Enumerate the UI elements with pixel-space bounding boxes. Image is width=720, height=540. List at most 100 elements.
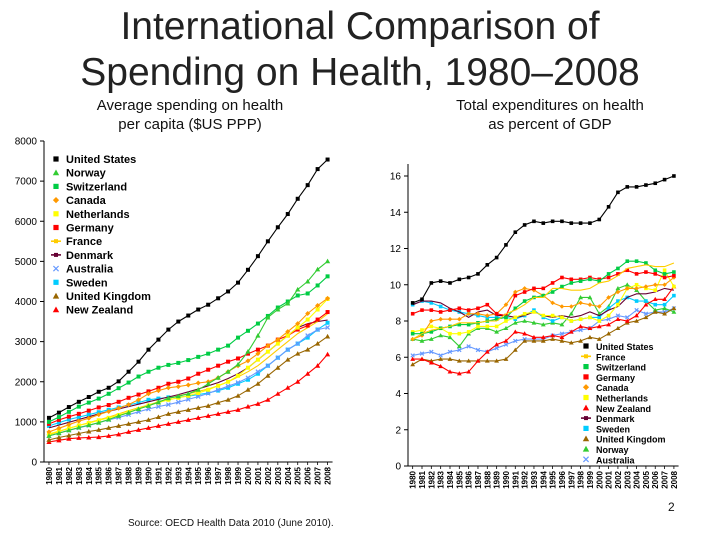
right-chart-data-point: [429, 301, 434, 305]
left-chart-data-point: [136, 397, 142, 403]
right-chart-data-point: [625, 185, 630, 189]
left-chart-x-tick-label: 1982: [65, 466, 74, 484]
right-chart-x-tick-label: 2006: [651, 470, 660, 488]
right-chart-data-point: [503, 338, 509, 343]
left-chart-data-point: [206, 367, 211, 372]
left-chart-data-point: [125, 429, 132, 434]
right-chart-data-point: [540, 322, 546, 327]
right-chart-data-point: [652, 296, 658, 302]
right-chart-data-point: [419, 356, 425, 361]
left-chart-data-point: [155, 414, 162, 420]
left-chart-legend-label: United Kingdom: [66, 291, 151, 303]
right-chart-data-point: [615, 325, 621, 331]
left-chart-data-point: [245, 404, 251, 409]
right-chart-data-point: [466, 275, 471, 280]
right-chart-data-point: [457, 306, 462, 311]
left-chart-data-point: [255, 357, 260, 362]
right-chart-data-point: [504, 313, 508, 318]
left-chart-data-point: [245, 349, 251, 354]
left-chart-data-point: [106, 385, 111, 390]
left-chart-data-point: [66, 432, 72, 438]
left-chart-data-point: [86, 412, 91, 417]
right-chart-data-point: [513, 317, 518, 321]
left-chart-data-point: [76, 424, 82, 430]
right-chart-data-point: [466, 311, 471, 317]
left-chart-y-tick-label: 3000: [15, 337, 38, 348]
right-chart-x-tick-label: 1989: [493, 470, 502, 488]
right-chart-data-point: [559, 322, 565, 327]
right-chart-data-point: [494, 311, 499, 316]
right-chart-data-point: [560, 315, 564, 320]
left-chart-data-point: [96, 427, 102, 432]
right-chart-x-tick-label: 1994: [539, 470, 548, 488]
right-chart-x-tick-label: 2001: [605, 470, 614, 488]
left-chart-data-point: [205, 390, 211, 396]
right-chart-data-point: [569, 277, 574, 282]
left-chart-legend-item-united-kingdom: United Kingdom: [52, 291, 151, 303]
left-chart-data-point: [56, 415, 61, 420]
left-chart-x-tick-label: 2005: [294, 466, 303, 484]
right-chart-data-point: [550, 336, 556, 341]
right-chart-data-point: [419, 338, 425, 343]
right-chart-data-point: [410, 302, 415, 307]
left-chart-data-point: [46, 421, 51, 426]
right-chart-data-point: [587, 325, 593, 331]
left-chart-data-point: [186, 313, 191, 318]
title-line-1: International Comparison of: [120, 5, 600, 48]
left-chart-data-point: [295, 341, 301, 347]
right-chart-data-point: [652, 282, 658, 288]
title-line-2: Spending on Health, 1980–2008: [80, 51, 640, 94]
left-chart-data-point: [66, 405, 71, 410]
right-chart-data-point: [429, 318, 434, 324]
right-chart-legend-label: Netherlands: [596, 394, 648, 404]
left-chart-data-point: [195, 380, 201, 386]
right-chart-data-point: [550, 333, 556, 338]
right-chart-data-point: [504, 243, 508, 247]
left-chart-legend-item-united-states: United States: [53, 154, 136, 166]
left-chart-data-point: [265, 349, 270, 354]
left-chart-data-point: [116, 399, 121, 404]
right-chart-data-point: [624, 286, 630, 291]
right-chart-data-point: [428, 360, 434, 365]
left-chart-data-point: [46, 437, 52, 442]
right-chart-x-tick-label: 1992: [521, 470, 530, 488]
right-chart-data-point: [597, 277, 602, 282]
left-chart-legend-label: United States: [66, 154, 136, 166]
left-chart-data-point: [165, 395, 171, 401]
left-chart-legend-item-denmark: Denmark: [51, 250, 114, 262]
right-chart-x-tick-label: 2004: [633, 470, 642, 488]
right-chart-legend-swatch: [583, 394, 589, 401]
right-chart-series-group: [410, 174, 677, 376]
left-chart-data-point: [66, 436, 72, 441]
right-chart-data-point: [596, 324, 602, 329]
left-chart-x-tick-label: 2003: [274, 466, 283, 484]
right-chart-y-tick-label: 12: [390, 244, 402, 255]
right-chart-data-point: [606, 322, 611, 327]
left-chart-data-point: [265, 373, 271, 378]
right-chart-data-point: [447, 334, 453, 340]
left-chart-data-point: [245, 375, 251, 381]
left-chart-y-tick-label: 0: [31, 458, 37, 469]
left-chart-legend-label: Netherlands: [66, 209, 130, 221]
right-chart-data-point: [494, 342, 500, 347]
left-chart-data-point: [96, 405, 101, 410]
left-chart-data-point: [275, 341, 280, 346]
left-chart-data-point: [145, 391, 151, 397]
page-title: International Comparison of Spending on …: [0, 4, 720, 96]
left-chart-legend-label: Germany: [66, 223, 115, 235]
left-chart-data-point: [265, 343, 271, 349]
right-chart-data-point: [429, 330, 434, 334]
left-chart-legend-swatch: [53, 224, 59, 231]
left-chart-data-point: [176, 379, 181, 384]
left-chart-x-tick-label: 1983: [75, 466, 84, 484]
left-chart-data-point: [165, 411, 171, 416]
right-chart-legend-item-australia: Australia: [582, 455, 636, 465]
left-chart-data-point: [145, 425, 152, 430]
right-chart-data-point: [503, 342, 509, 347]
right-chart-data-point: [419, 351, 425, 356]
right-chart-data-point: [532, 308, 536, 312]
left-chart-data-point: [245, 387, 251, 392]
left-chart-data-point: [185, 382, 191, 388]
